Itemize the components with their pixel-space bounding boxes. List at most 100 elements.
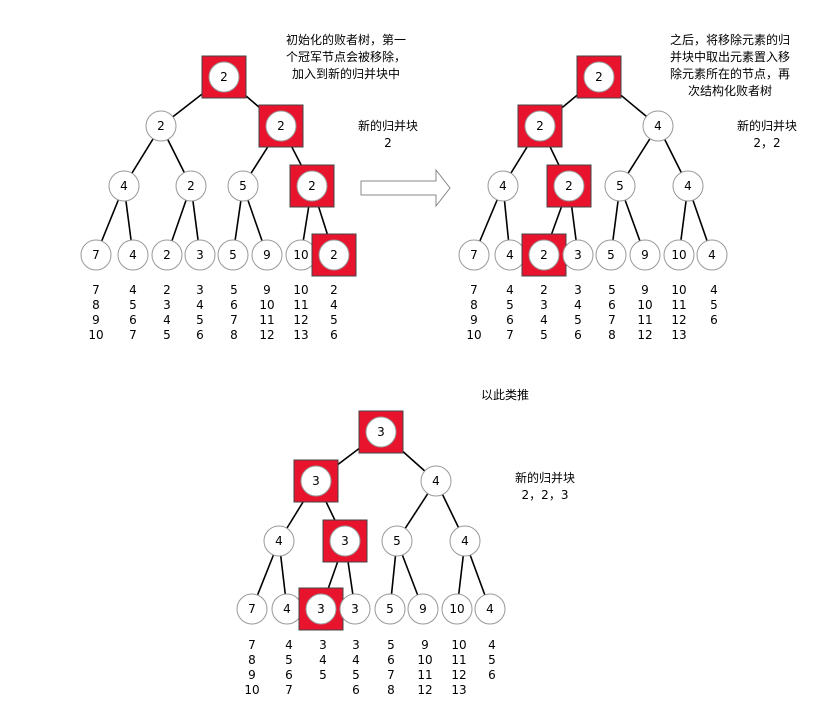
tree-node: 5: [217, 239, 249, 271]
tree-node: 5: [604, 170, 636, 202]
node-circle: [562, 239, 594, 271]
run-value: 7: [92, 283, 100, 297]
run-value: 10: [293, 283, 308, 297]
tree-node: 2: [201, 55, 247, 99]
node-value: 4: [506, 248, 514, 262]
node-value: 3: [312, 474, 320, 488]
node-circle: [420, 465, 452, 497]
tree-node: 4: [487, 170, 519, 202]
run-value: 11: [451, 653, 466, 667]
run-value: 5: [574, 313, 582, 327]
tree3-title: 以此类推: [480, 388, 529, 402]
run-value: 12: [259, 328, 274, 342]
node-value: 4: [654, 119, 662, 133]
node-circle: [642, 110, 674, 142]
run-value: 3: [319, 638, 327, 652]
run-value: 6: [129, 313, 137, 327]
run-value: 8: [248, 653, 256, 667]
node-circle: [629, 239, 661, 271]
node-value: 2: [540, 248, 548, 262]
run-value: 5: [196, 313, 204, 327]
tree-node: 4: [271, 593, 303, 625]
node-circle: [449, 525, 481, 557]
run-value: 6: [710, 313, 718, 327]
run-value: 11: [259, 313, 274, 327]
node-value: 4: [275, 534, 283, 548]
tree-node: 4: [494, 239, 526, 271]
run-value: 6: [196, 328, 204, 342]
run-value: 3: [352, 638, 360, 652]
node-value: 2: [595, 70, 603, 84]
run-value: 5: [710, 298, 718, 312]
run-value: 8: [608, 328, 616, 342]
run-value: 3: [196, 283, 204, 297]
run-value: 4: [488, 638, 496, 652]
tree-node: 5: [227, 170, 259, 202]
run-value: 4: [540, 313, 548, 327]
run-value: 7: [506, 328, 514, 342]
run-value: 13: [451, 683, 466, 697]
node-circle: [487, 170, 519, 202]
run-value: 10: [417, 653, 432, 667]
run-value: 7: [230, 313, 238, 327]
node-value: 2: [565, 179, 573, 193]
tree-node: 9: [629, 239, 661, 271]
run-value: 5: [163, 328, 171, 342]
node-circle: [553, 170, 585, 202]
run-value: 5: [506, 298, 514, 312]
tree-node: 3: [339, 593, 371, 625]
node-value: 9: [419, 602, 427, 616]
run-value: 5: [129, 298, 137, 312]
node-circle: [595, 239, 627, 271]
node-circle: [381, 525, 413, 557]
run-value: 13: [293, 328, 308, 342]
run-value: 11: [417, 668, 432, 682]
run-value: 10: [88, 328, 103, 342]
tree2: 22 44 2 5 47 4 2 3 5 9 10 4789104567234534565678910…: [458, 55, 728, 342]
node-circle: [604, 170, 636, 202]
run-value: 9: [421, 638, 429, 652]
run-value: 5: [608, 283, 616, 297]
node-circle: [208, 61, 240, 93]
run-value: 4: [330, 298, 338, 312]
run-value: 5: [488, 653, 496, 667]
node-value: 5: [386, 602, 394, 616]
tree-node: 9: [407, 593, 439, 625]
run-value: 4: [352, 653, 360, 667]
run-value: 11: [637, 313, 652, 327]
node-value: 2: [308, 179, 316, 193]
tree-node: 5: [595, 239, 627, 271]
run-value: 4: [710, 283, 718, 297]
node-circle: [117, 239, 149, 271]
tree-node: 4: [696, 239, 728, 271]
node-circle: [108, 170, 140, 202]
node-value: 2: [220, 70, 228, 84]
tree1-merge-block: 新的归并块 2: [357, 119, 418, 150]
tree1: 22 24 2 5 27 4 2 3 5 9 10 2789104567234534565678910…: [80, 55, 357, 342]
run-value: 5: [330, 313, 338, 327]
node-circle: [300, 465, 332, 497]
tree-node: 5: [381, 525, 413, 557]
node-circle: [329, 525, 361, 557]
run-value: 7: [608, 313, 616, 327]
tree-node: 4: [420, 465, 452, 497]
run-value: 12: [637, 328, 652, 342]
node-value: 4: [461, 534, 469, 548]
run-value: 4: [319, 653, 327, 667]
run-value: 3: [163, 298, 171, 312]
node-value: 3: [341, 534, 349, 548]
tree-node: 2: [517, 104, 563, 148]
run-value: 10: [466, 328, 481, 342]
run-value: 3: [574, 283, 582, 297]
tree-node: 2: [311, 233, 357, 277]
node-circle: [217, 239, 249, 271]
node-circle: [263, 525, 295, 557]
node-circle: [80, 239, 112, 271]
tree3: 33 44 3 5 47 4 3 3 5 9 10 4789104567345345656789101…: [236, 410, 506, 697]
run-value: 3: [540, 298, 548, 312]
tree-node: 7: [80, 239, 112, 271]
tree-node: 7: [458, 239, 490, 271]
node-circle: [458, 239, 490, 271]
node-value: 9: [263, 248, 271, 262]
run-value: 6: [352, 683, 360, 697]
